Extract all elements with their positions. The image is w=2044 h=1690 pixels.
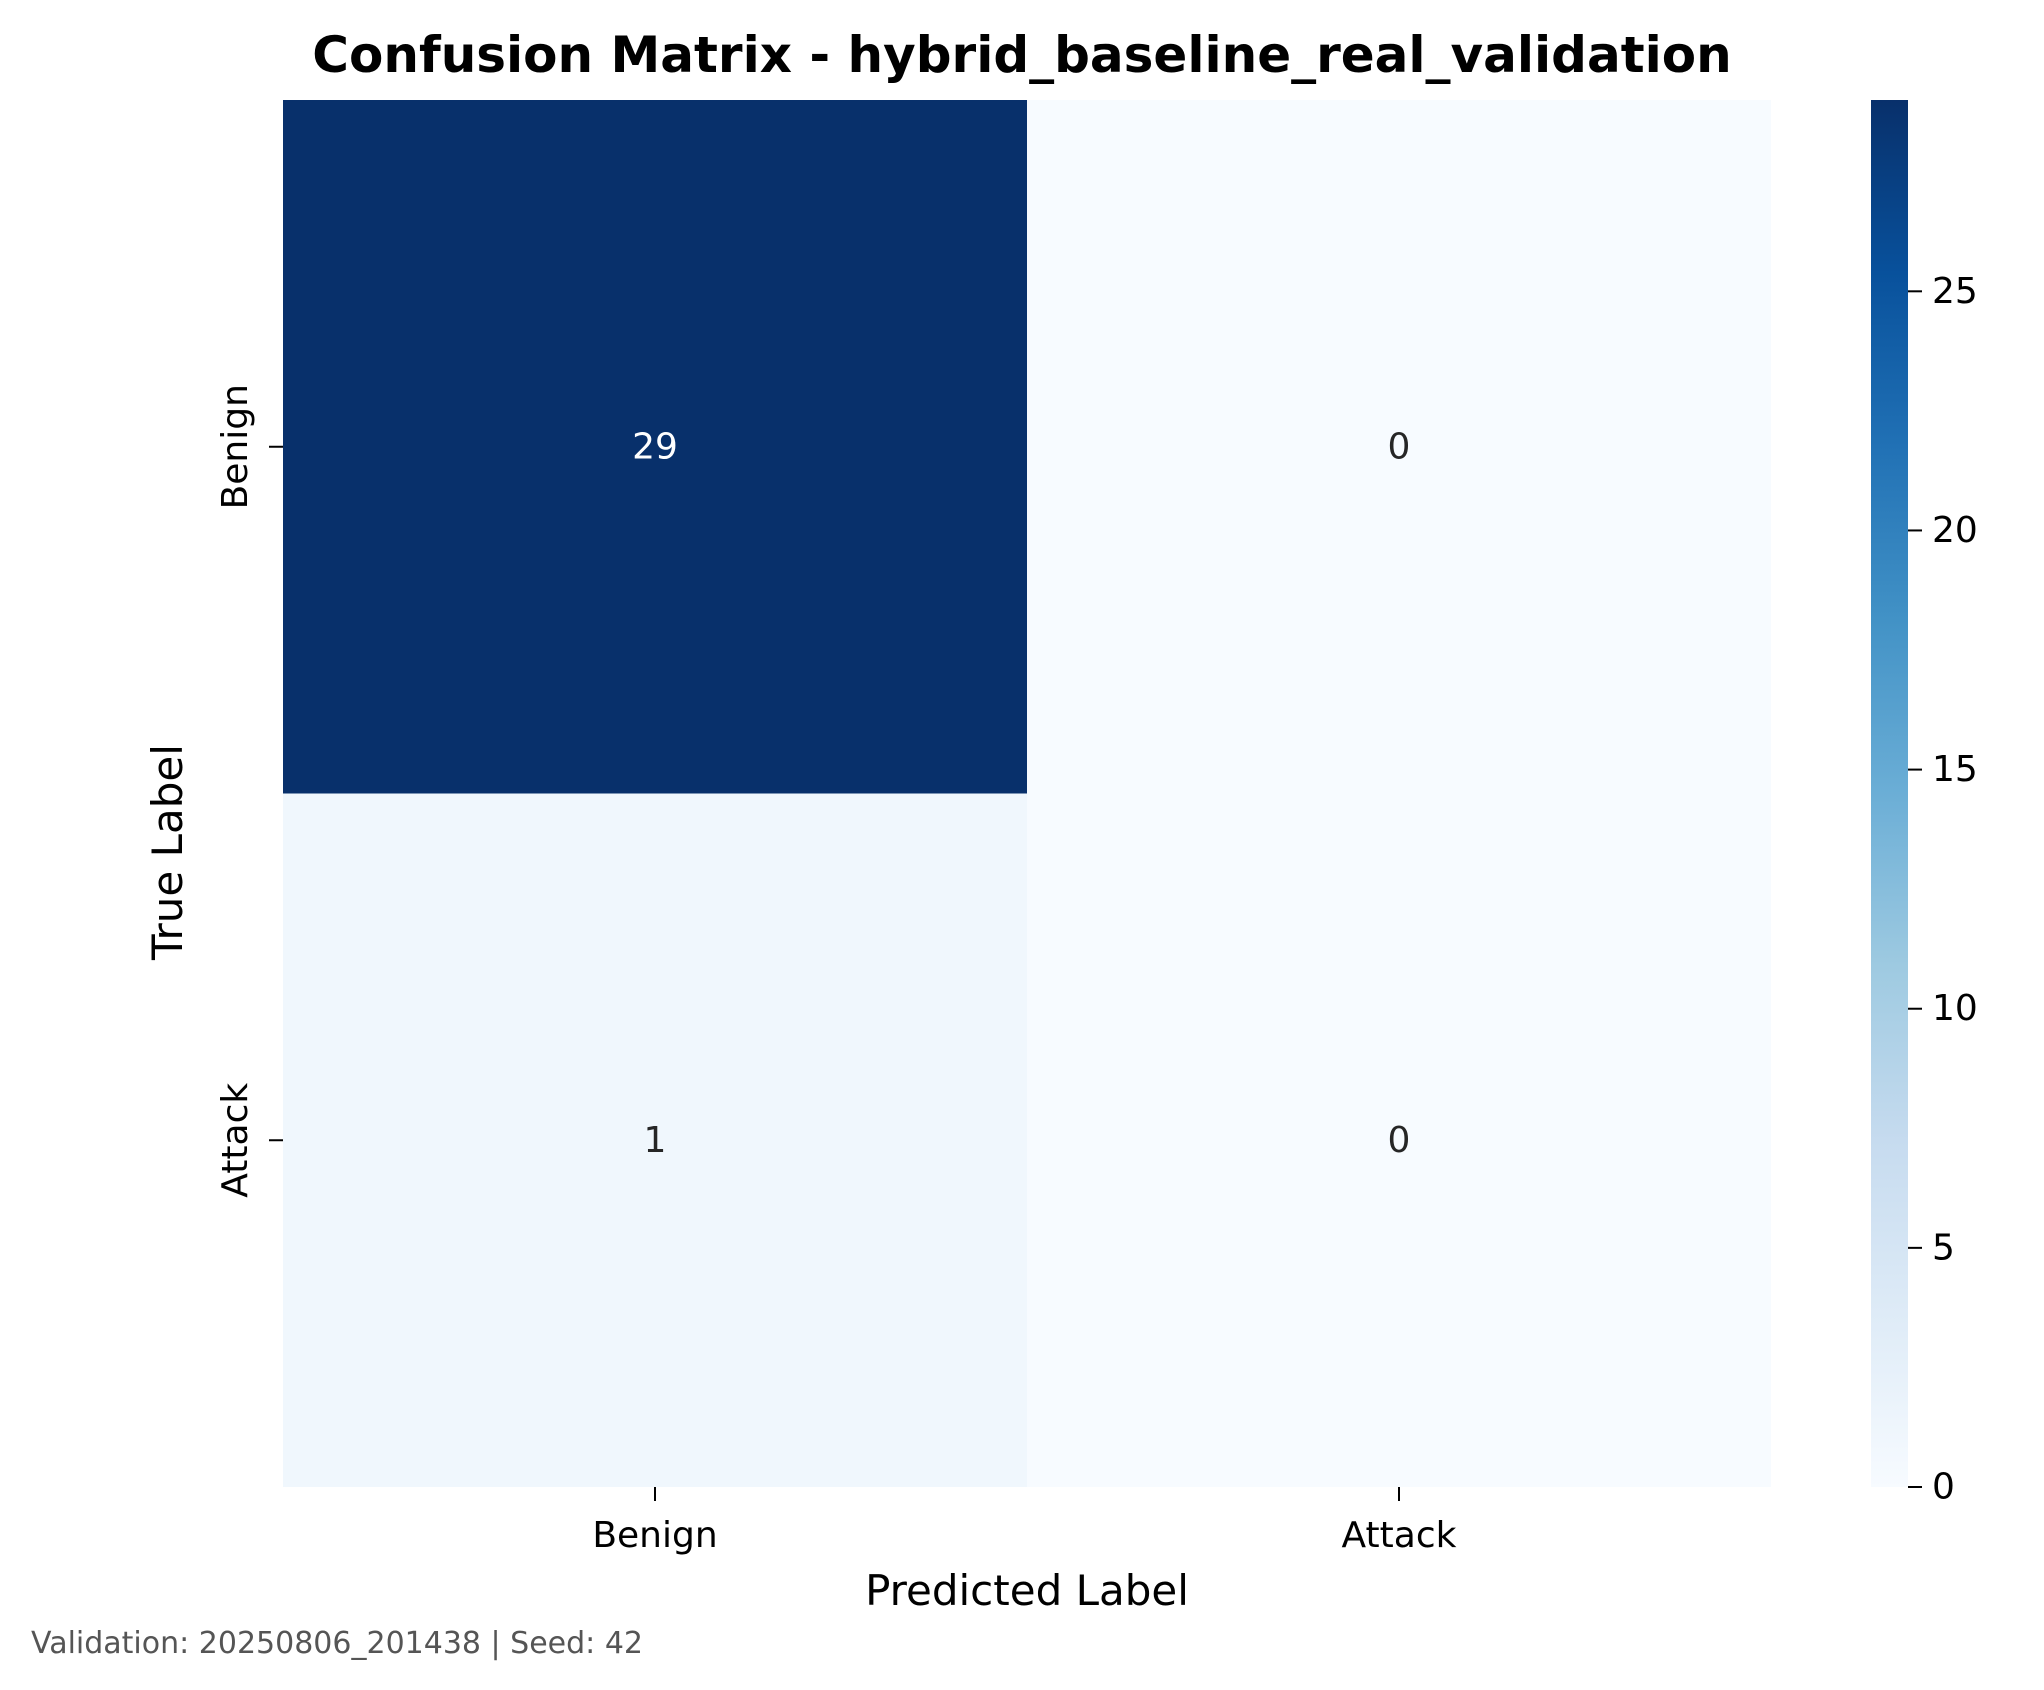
y-axis: Benign Attack	[215, 384, 283, 1198]
heatmap-cells	[283, 100, 1771, 1487]
cell-value-label: 29	[632, 426, 678, 467]
colorbar-tick-label: 25	[1932, 271, 1978, 312]
y-axis-label: True Label	[143, 744, 192, 961]
cell-value-label: 0	[1388, 1120, 1411, 1161]
colorbar-ticks: 0 5 10 15 20 25	[1908, 271, 1978, 1508]
cell-value-label: 0	[1388, 426, 1411, 467]
cell-annotations: 29 0 1 0	[632, 426, 1410, 1161]
colorbar-tick-label: 5	[1932, 1227, 1955, 1268]
colorbar-tick-label: 20	[1932, 510, 1978, 551]
footer-text: Validation: 20250806_201438 | Seed: 42	[31, 1626, 643, 1661]
y-tick-label: Benign	[215, 384, 256, 509]
x-tick-label: Benign	[592, 1515, 717, 1556]
heatmap-cell	[283, 100, 1027, 794]
cell-value-label: 1	[644, 1120, 667, 1161]
chart-title: Confusion Matrix - hybrid_baseline_real_…	[312, 26, 1731, 84]
y-tick-label: Attack	[215, 1083, 256, 1198]
colorbar-tick-label: 0	[1932, 1467, 1955, 1508]
heatmap-cell	[283, 793, 1027, 1487]
x-axis: Benign Attack	[592, 1487, 1457, 1556]
colorbar-tick-label: 10	[1932, 988, 1978, 1029]
x-tick-label: Attack	[1342, 1515, 1457, 1556]
colorbar-tick-label: 15	[1932, 749, 1978, 790]
heatmap-cell	[1027, 100, 1771, 794]
x-axis-label: Predicted Label	[865, 1566, 1189, 1615]
colorbar	[1871, 100, 1908, 1487]
heatmap-cell	[1027, 793, 1771, 1487]
